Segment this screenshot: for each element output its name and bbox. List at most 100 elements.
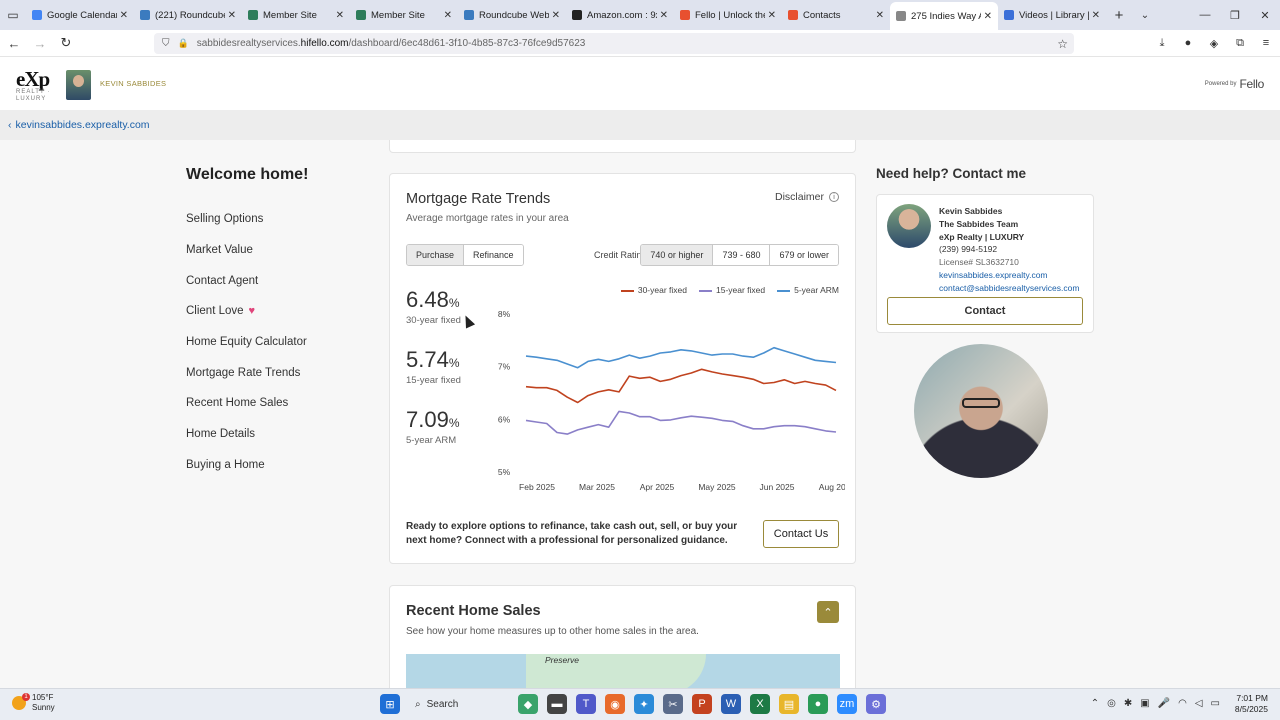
nav-item[interactable]: Recent Home Sales xyxy=(186,388,366,419)
close-tab-icon[interactable]: ✕ xyxy=(551,9,560,21)
taskbar-search[interactable]: ⌕ Search xyxy=(409,694,509,714)
restore-icon[interactable]: ❐ xyxy=(1230,9,1240,22)
recent-sales-subtitle: See how your home measures up to other h… xyxy=(406,626,699,637)
word-icon[interactable]: W xyxy=(721,694,741,714)
close-window-icon[interactable]: ✕ xyxy=(1260,9,1270,22)
forward-arrow-icon[interactable]: → xyxy=(33,35,47,51)
nav-item[interactable]: Home Details xyxy=(186,419,366,450)
close-tab-icon[interactable]: ✕ xyxy=(983,10,992,22)
lock-icon[interactable]: 🔒 xyxy=(177,38,189,48)
close-tab-icon[interactable]: ✕ xyxy=(875,9,884,21)
sales-map[interactable]: Preserve xyxy=(406,654,840,688)
agent-email-link[interactable]: contact@sabbidesrealtyservices.com xyxy=(939,282,1080,293)
chevron-up-icon[interactable]: ⌃ xyxy=(817,601,839,623)
extension-icon[interactable]: ◈ xyxy=(1209,37,1219,50)
zoom-icon[interactable]: zm xyxy=(837,694,857,714)
fello-logo: Fello xyxy=(1239,77,1264,91)
exp-logo[interactable]: eXp REALTY · LUXURY xyxy=(16,69,58,103)
browser-tab[interactable]: Member Site ✕ xyxy=(242,0,350,30)
video-face xyxy=(962,398,1000,408)
close-tab-icon[interactable]: ✕ xyxy=(227,9,236,21)
excel-icon[interactable]: X xyxy=(750,694,770,714)
copilot-icon[interactable]: ✦ xyxy=(634,694,654,714)
browser-tab[interactable]: Fello | Unlock the p✕ xyxy=(674,0,782,30)
reload-icon[interactable]: ↻ xyxy=(60,35,72,50)
close-tab-icon[interactable]: ✕ xyxy=(659,9,668,21)
system-tray: ⌃ ◎ ✱ ▣ 🎤 ◠ ◁ ▭ xyxy=(1091,698,1220,709)
disclaimer-link[interactable]: Disclaimer i xyxy=(775,191,839,203)
file-explorer-icon[interactable]: ▤ xyxy=(779,694,799,714)
nav-item[interactable]: Mortgage Rate Trends xyxy=(186,357,366,388)
back-arrow-icon[interactable]: ← xyxy=(7,35,21,51)
close-tab-icon[interactable]: ✕ xyxy=(767,9,776,21)
tab-list-icon[interactable]: ▭ xyxy=(7,8,19,22)
widgets-icon[interactable]: ◆ xyxy=(518,694,538,714)
toggle-option[interactable]: 679 or lower xyxy=(770,245,838,265)
battery-icon[interactable]: ▭ xyxy=(1210,698,1220,709)
nav-item[interactable]: Home Equity Calculator xyxy=(186,327,366,358)
taskbar-search-label: Search xyxy=(426,698,459,710)
browser-tab[interactable]: Google Calendar - V✕ xyxy=(26,0,134,30)
close-tab-icon[interactable]: ✕ xyxy=(119,9,128,21)
task-view-icon[interactable]: ▬ xyxy=(547,694,567,714)
browser-tab[interactable]: Roundcube Webma✕ xyxy=(458,0,566,30)
close-tab-icon[interactable]: ✕ xyxy=(335,9,344,21)
agent-name: Kevin Sabbides xyxy=(939,206,1003,216)
browser-tab[interactable]: Member Site ✕ xyxy=(350,0,458,30)
browser-tab[interactable]: (221) Roundcube W✕ xyxy=(134,0,242,30)
site-header: eXp REALTY · LUXURY KEVIN SABBIDES Power… xyxy=(0,57,1280,110)
snipping-tool-icon[interactable]: ✂ xyxy=(663,694,683,714)
rate-chart: 5% 6% 7% 8% Feb 2025 Mar 2025 Apr 2025 May 2025… xyxy=(498,309,845,492)
nav-item[interactable]: Buying a Home xyxy=(186,450,366,481)
settings-gear-icon[interactable]: ⚙ xyxy=(866,694,886,714)
weather-widget[interactable]: 1 105°F Sunny xyxy=(12,693,55,713)
menu-icon[interactable]: ≡ xyxy=(1262,37,1270,49)
wifi-icon[interactable]: ◠ xyxy=(1178,698,1187,709)
url-host: hifello.com xyxy=(300,38,349,49)
nav-item[interactable]: Contact Agent xyxy=(186,265,366,296)
nav-item[interactable]: Selling Options xyxy=(186,204,366,235)
tab-favicon-icon xyxy=(572,10,582,20)
toggle-option[interactable]: Purchase xyxy=(407,245,465,265)
browser-tab[interactable]: Amazon.com : 9x12✕ xyxy=(566,0,674,30)
new-tab-icon[interactable]: + xyxy=(1114,6,1124,24)
toggle-option[interactable]: 739 - 680 xyxy=(713,245,771,265)
powerpoint-icon[interactable]: P xyxy=(692,694,712,714)
close-tab-icon[interactable]: ✕ xyxy=(1091,9,1100,21)
contact-us-button[interactable]: Contact Us xyxy=(763,520,839,548)
microphone-icon[interactable]: 🎤 xyxy=(1157,698,1171,709)
nav-item[interactable]: Client Love ♥ xyxy=(186,296,366,327)
tray-app2-icon[interactable]: ✱ xyxy=(1123,698,1133,709)
account-icon[interactable]: ● xyxy=(1184,37,1192,49)
download-icon[interactable]: ⤓ xyxy=(1159,36,1165,49)
volume-icon[interactable]: ◁ xyxy=(1194,698,1203,709)
browser-tab[interactable]: Contacts ✕ xyxy=(782,0,890,30)
agent-phone[interactable]: (239) 994-5192 xyxy=(939,244,998,255)
tray-app3-icon[interactable]: ▣ xyxy=(1140,698,1150,709)
app-icon[interactable]: ● xyxy=(808,694,828,714)
chevron-up-tray-icon[interactable]: ⌃ xyxy=(1090,698,1100,709)
tab-label: Contacts xyxy=(803,9,841,21)
y-tick-label: 7% xyxy=(498,362,511,372)
contact-button[interactable]: Contact xyxy=(887,297,1083,325)
toggle-option[interactable]: Refinance xyxy=(464,245,523,265)
shield-icon[interactable]: ⛉ xyxy=(162,38,170,49)
bookmark-star-icon[interactable]: ☆ xyxy=(1057,36,1068,51)
address-bar[interactable]: ⛉ 🔒 sabbidesrealtyservices. hifello.com/d… xyxy=(154,33,1074,54)
tray-app-icon[interactable]: ◎ xyxy=(1107,698,1116,709)
teams-icon[interactable]: T xyxy=(576,694,596,714)
video-bubble[interactable] xyxy=(914,344,1048,478)
chevron-down-icon[interactable]: ⌄ xyxy=(1140,9,1150,21)
back-to-site-link[interactable]: ‹ kevinsabbides.exprealty.com xyxy=(8,119,150,131)
browser-tab[interactable]: 275 Indies Way Apt✕ xyxy=(890,2,998,30)
browser-tab[interactable]: Videos | Library | Lo✕ xyxy=(998,0,1106,30)
close-tab-icon[interactable]: ✕ xyxy=(443,9,452,21)
toggle-option[interactable]: 740 or higher xyxy=(641,245,714,265)
minimize-icon[interactable]: — xyxy=(1199,9,1211,21)
agent-website-link[interactable]: kevinsabbides.exprealty.com xyxy=(939,269,1048,280)
windows-start-icon[interactable]: ⊞ xyxy=(380,694,400,714)
firefox-icon[interactable]: ◉ xyxy=(605,694,625,714)
nav-item[interactable]: Market Value xyxy=(186,235,366,266)
taskbar-clock[interactable]: 7:01 PM 8/5/2025 xyxy=(1235,693,1268,715)
puzzle-icon[interactable]: ⧉ xyxy=(1236,36,1244,49)
